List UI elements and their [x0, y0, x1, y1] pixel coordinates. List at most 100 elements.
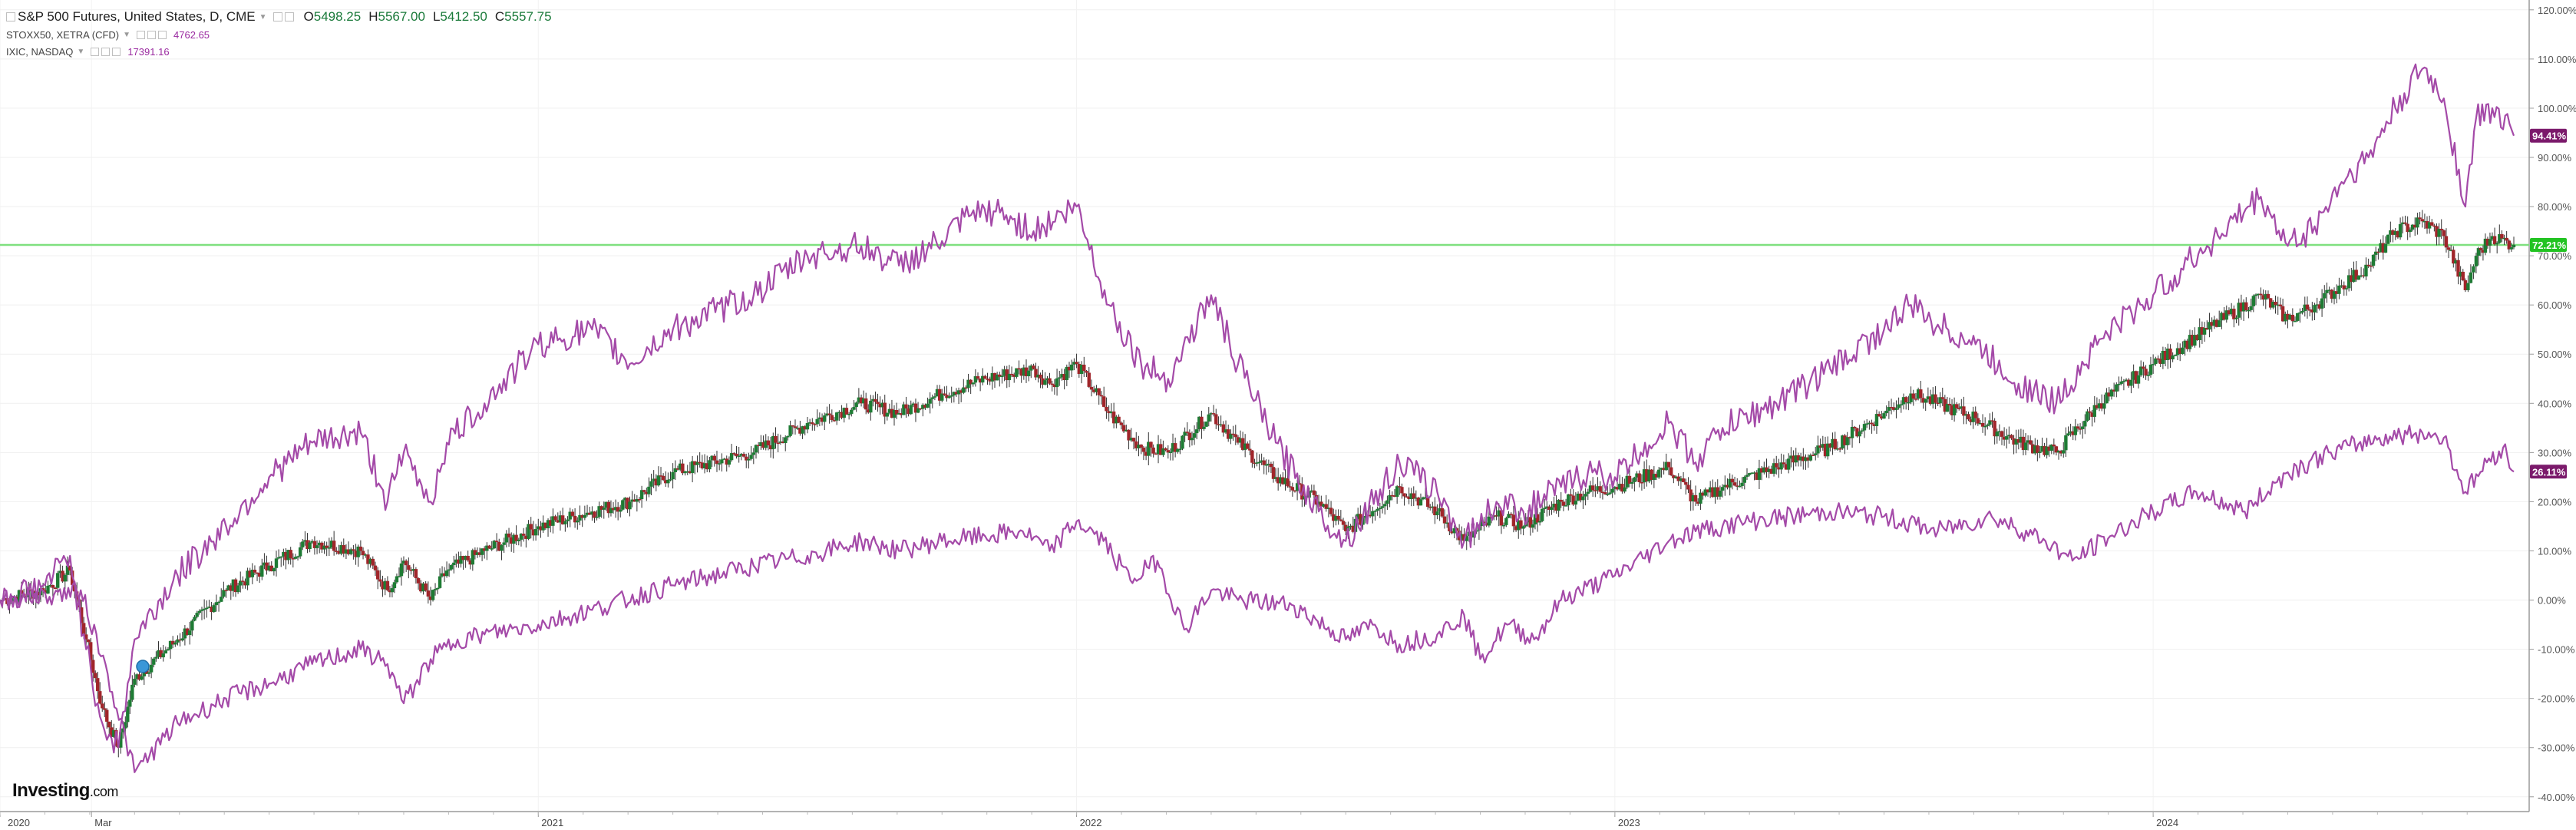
candle-body	[1111, 411, 1116, 424]
candle-body	[2080, 426, 2085, 429]
candle-body	[1816, 445, 1820, 454]
candle-body	[805, 422, 810, 430]
candle-body	[1316, 501, 1321, 505]
candle-body	[1720, 487, 1725, 491]
ixic-series-title: IXIC, NASDAQ	[6, 45, 74, 58]
y-tick-label: 110.00%	[2538, 54, 2576, 65]
chevron-down-icon[interactable]: ▼	[123, 30, 131, 39]
candle-body	[652, 478, 656, 481]
candle-body	[2317, 304, 2322, 309]
candle-body	[322, 545, 326, 550]
candle-body	[303, 540, 307, 542]
candle-body	[159, 650, 163, 658]
candle-body	[823, 415, 827, 422]
candle-body	[1264, 464, 1268, 466]
candle-body	[2036, 445, 2039, 453]
candle-body	[1002, 369, 1006, 376]
candle-body	[2307, 309, 2312, 311]
candle-body	[2466, 283, 2470, 290]
candle-body	[1371, 511, 1375, 517]
candle-body	[897, 413, 901, 415]
candle-body	[1759, 468, 1764, 473]
candle-body	[231, 579, 236, 591]
candle-body	[2220, 312, 2224, 321]
candle-body	[1402, 493, 1406, 497]
hide-square-icon[interactable]	[284, 12, 294, 21]
candle-body	[1373, 511, 1377, 512]
candle-body	[487, 545, 491, 549]
settings-square-icon[interactable]	[272, 12, 282, 21]
event-marker[interactable]	[136, 660, 150, 673]
badge-bg	[2530, 237, 2567, 252]
candle-body	[1060, 374, 1064, 378]
candle-body	[248, 570, 252, 577]
settings-square-icon[interactable]	[91, 47, 100, 56]
candle-body	[1127, 429, 1131, 441]
candle-body	[1584, 494, 1587, 497]
candle-body	[344, 549, 348, 554]
candle-body	[1960, 406, 1963, 408]
candle-body	[943, 393, 946, 395]
candle-body	[900, 413, 903, 415]
candle-body	[2175, 348, 2180, 355]
y-tick-label: 70.00%	[2538, 250, 2572, 262]
candle-body	[1713, 487, 1717, 498]
candle-body	[940, 393, 944, 401]
hide-square-icon[interactable]	[147, 30, 157, 39]
candle-body	[1782, 462, 1786, 465]
candle-body	[257, 573, 262, 577]
candle-body	[1147, 441, 1151, 456]
candle-body	[685, 471, 689, 473]
candle-body	[163, 650, 168, 654]
candle-body	[990, 372, 995, 382]
investing-logo: Investing.com	[12, 780, 118, 802]
candle-body	[878, 404, 882, 408]
candle-body	[850, 409, 854, 415]
candle-body	[291, 558, 296, 560]
candle-body	[1105, 406, 1108, 412]
candle-body	[1590, 485, 1595, 491]
candle-body	[438, 576, 442, 588]
y-tick-label: 40.00%	[2538, 398, 2572, 409]
candle-body	[583, 514, 587, 518]
candle-body	[619, 509, 623, 512]
candle-body	[246, 570, 249, 586]
stoxx-series-title: STOXX50, XETRA (CFD)	[6, 28, 120, 41]
candle-body	[236, 585, 240, 593]
chevron-down-icon[interactable]: ▼	[77, 47, 85, 56]
candle-body	[349, 549, 353, 554]
candle-body	[1187, 432, 1192, 441]
candle-body	[2086, 411, 2089, 422]
settings-square-icon[interactable]	[137, 30, 146, 39]
remove-square-icon[interactable]	[112, 47, 121, 56]
last-value-badge-stoxx: 26.11%	[2530, 465, 2567, 479]
candle-body	[185, 628, 190, 636]
candle-body	[119, 732, 123, 748]
candle-body	[1211, 413, 1216, 415]
badge-bg	[2530, 465, 2567, 479]
remove-square-icon[interactable]	[158, 30, 167, 39]
candle-body	[645, 491, 649, 494]
candle-body	[702, 463, 707, 468]
candle-body	[152, 658, 156, 665]
candle-body	[284, 551, 288, 560]
candle-body	[339, 544, 343, 554]
candle-body	[2386, 234, 2390, 244]
candle-body	[1904, 397, 1908, 403]
candle-body	[635, 498, 639, 502]
chevron-down-icon[interactable]: ▼	[259, 12, 267, 21]
candle-body	[613, 507, 618, 511]
candle-body	[1131, 438, 1136, 441]
candle-body	[1423, 497, 1428, 498]
candle-body	[1848, 437, 1852, 438]
candle-body	[1036, 374, 1040, 378]
candle-body	[1752, 472, 1756, 474]
candle-body	[909, 405, 913, 415]
collapse-toggle-icon[interactable]	[6, 12, 15, 21]
badge-label: 26.11%	[2532, 466, 2566, 478]
candle-body	[1728, 478, 1732, 488]
event-marker-icon[interactable]	[136, 660, 150, 673]
candle-body	[1019, 369, 1023, 376]
hide-square-icon[interactable]	[101, 47, 111, 56]
